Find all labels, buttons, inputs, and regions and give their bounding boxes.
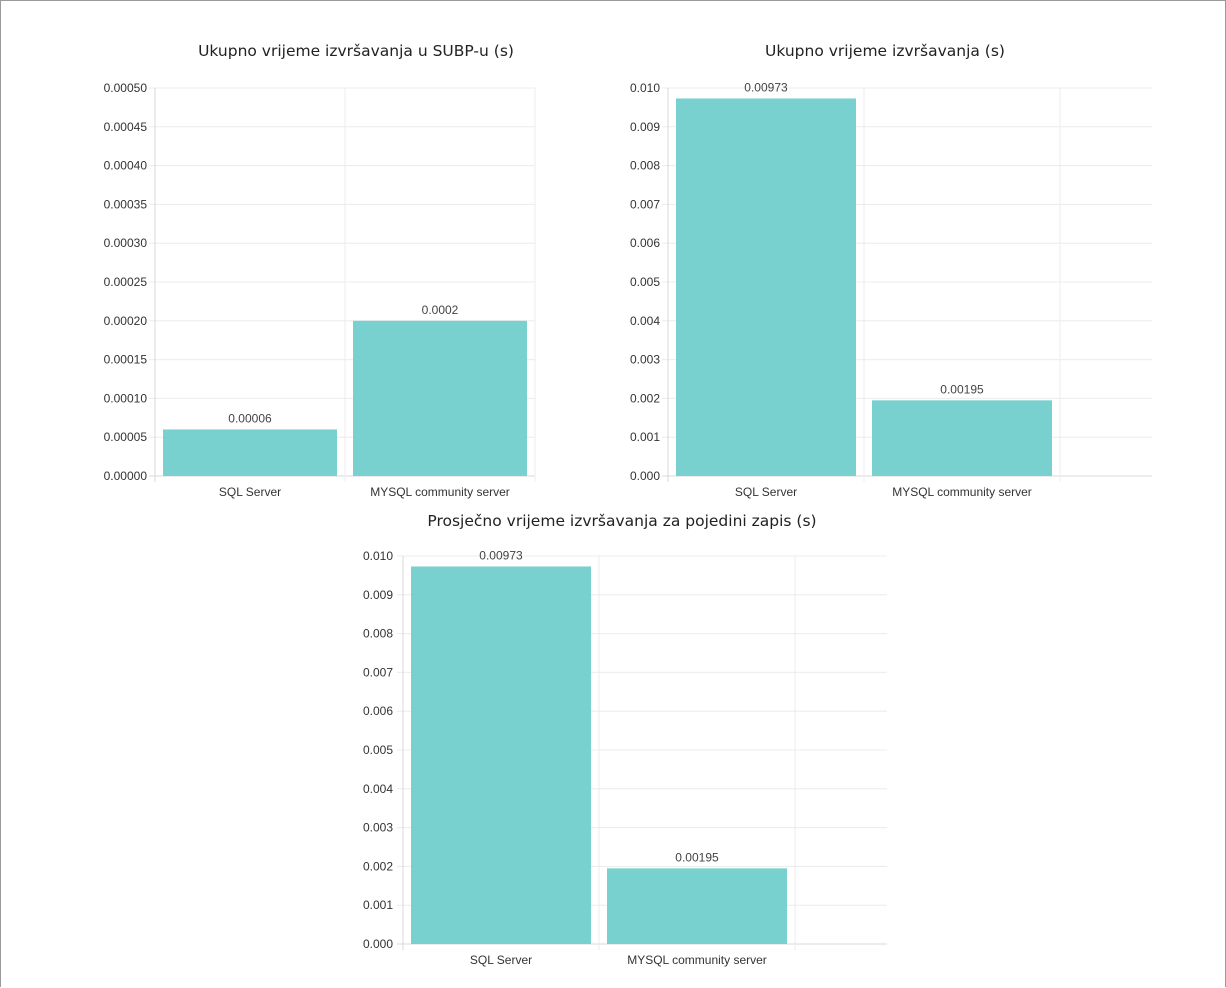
bar: [676, 98, 856, 476]
chart-total-execution-time: Ukupno vrijeme izvršavanja (s) 0.000 0.001…: [630, 42, 1152, 499]
bar: [411, 566, 591, 944]
y-tick-label: 0.005: [363, 743, 393, 757]
bar: [872, 400, 1052, 476]
chart-title: Prosječno vrijeme izvršavanja za pojedin…: [427, 512, 816, 530]
y-tick-label: 0.008: [630, 159, 660, 173]
y-tick-label: 0.010: [363, 549, 393, 563]
chart-title: Ukupno vrijeme izvršavanja (s): [765, 42, 1005, 60]
data-label: 0.00195: [940, 382, 984, 396]
x-tick-label: MYSQL community server: [892, 485, 1032, 499]
y-tick-label: 0.003: [363, 821, 393, 835]
y-tick-label: 0.006: [363, 704, 393, 718]
y-tick-label: 0.006: [630, 236, 660, 250]
y-tick-label: 0.007: [363, 665, 393, 679]
y-tick-label: 0.000: [363, 937, 393, 951]
y-tick-label: 0.001: [630, 430, 660, 444]
y-tick-label: 0.009: [363, 588, 393, 602]
y-tick-label: 0.002: [363, 859, 393, 873]
y-tick-label: 0.00005: [104, 430, 148, 444]
y-tick-label: 0.001: [363, 898, 393, 912]
y-tick-label: 0.00045: [104, 120, 148, 134]
y-tick-label: 0.009: [630, 120, 660, 134]
y-tick-label: 0.000: [630, 469, 660, 483]
data-label: 0.00006: [228, 411, 272, 425]
y-tick-label: 0.00030: [104, 236, 148, 250]
x-tick-label: SQL Server: [470, 953, 532, 967]
data-label: 0.0002: [422, 303, 459, 317]
y-tick-label: 0.00035: [104, 197, 148, 211]
x-tick-label: SQL Server: [219, 485, 281, 499]
bar: [607, 868, 787, 944]
y-tick-label: 0.005: [630, 275, 660, 289]
y-tick-label: 0.00050: [104, 81, 148, 95]
bar: [353, 320, 527, 476]
y-tick-label: 0.00040: [104, 159, 148, 173]
x-tick-label: SQL Server: [735, 485, 797, 499]
data-label: 0.00195: [675, 850, 719, 864]
y-tick-label: 0.003: [630, 353, 660, 367]
y-tick-label: 0.004: [630, 314, 660, 328]
y-tick-label: 0.00015: [104, 353, 148, 367]
y-tick-label: 0.00010: [104, 391, 148, 405]
chart-average-time-per-record: Prosječno vrijeme izvršavanja za pojedin…: [363, 512, 887, 967]
data-label: 0.00973: [744, 80, 788, 94]
y-tick-label: 0.007: [630, 197, 660, 211]
y-tick-label: 0.00020: [104, 314, 148, 328]
chart-dbms-total-time: Ukupno vrijeme izvršavanja u SUBP-u (s) 0…: [104, 42, 536, 499]
y-tick-label: 0.00000: [104, 469, 148, 483]
y-tick-label: 0.004: [363, 782, 393, 796]
y-tick-label: 0.00025: [104, 275, 148, 289]
data-label: 0.00973: [479, 548, 523, 562]
x-tick-label: MYSQL community server: [370, 485, 510, 499]
chart-title: Ukupno vrijeme izvršavanja u SUBP-u (s): [198, 42, 514, 60]
x-tick-label: MYSQL community server: [627, 953, 767, 967]
y-tick-label: 0.002: [630, 391, 660, 405]
bar: [163, 429, 337, 476]
y-tick-label: 0.008: [363, 627, 393, 641]
y-tick-label: 0.010: [630, 81, 660, 95]
